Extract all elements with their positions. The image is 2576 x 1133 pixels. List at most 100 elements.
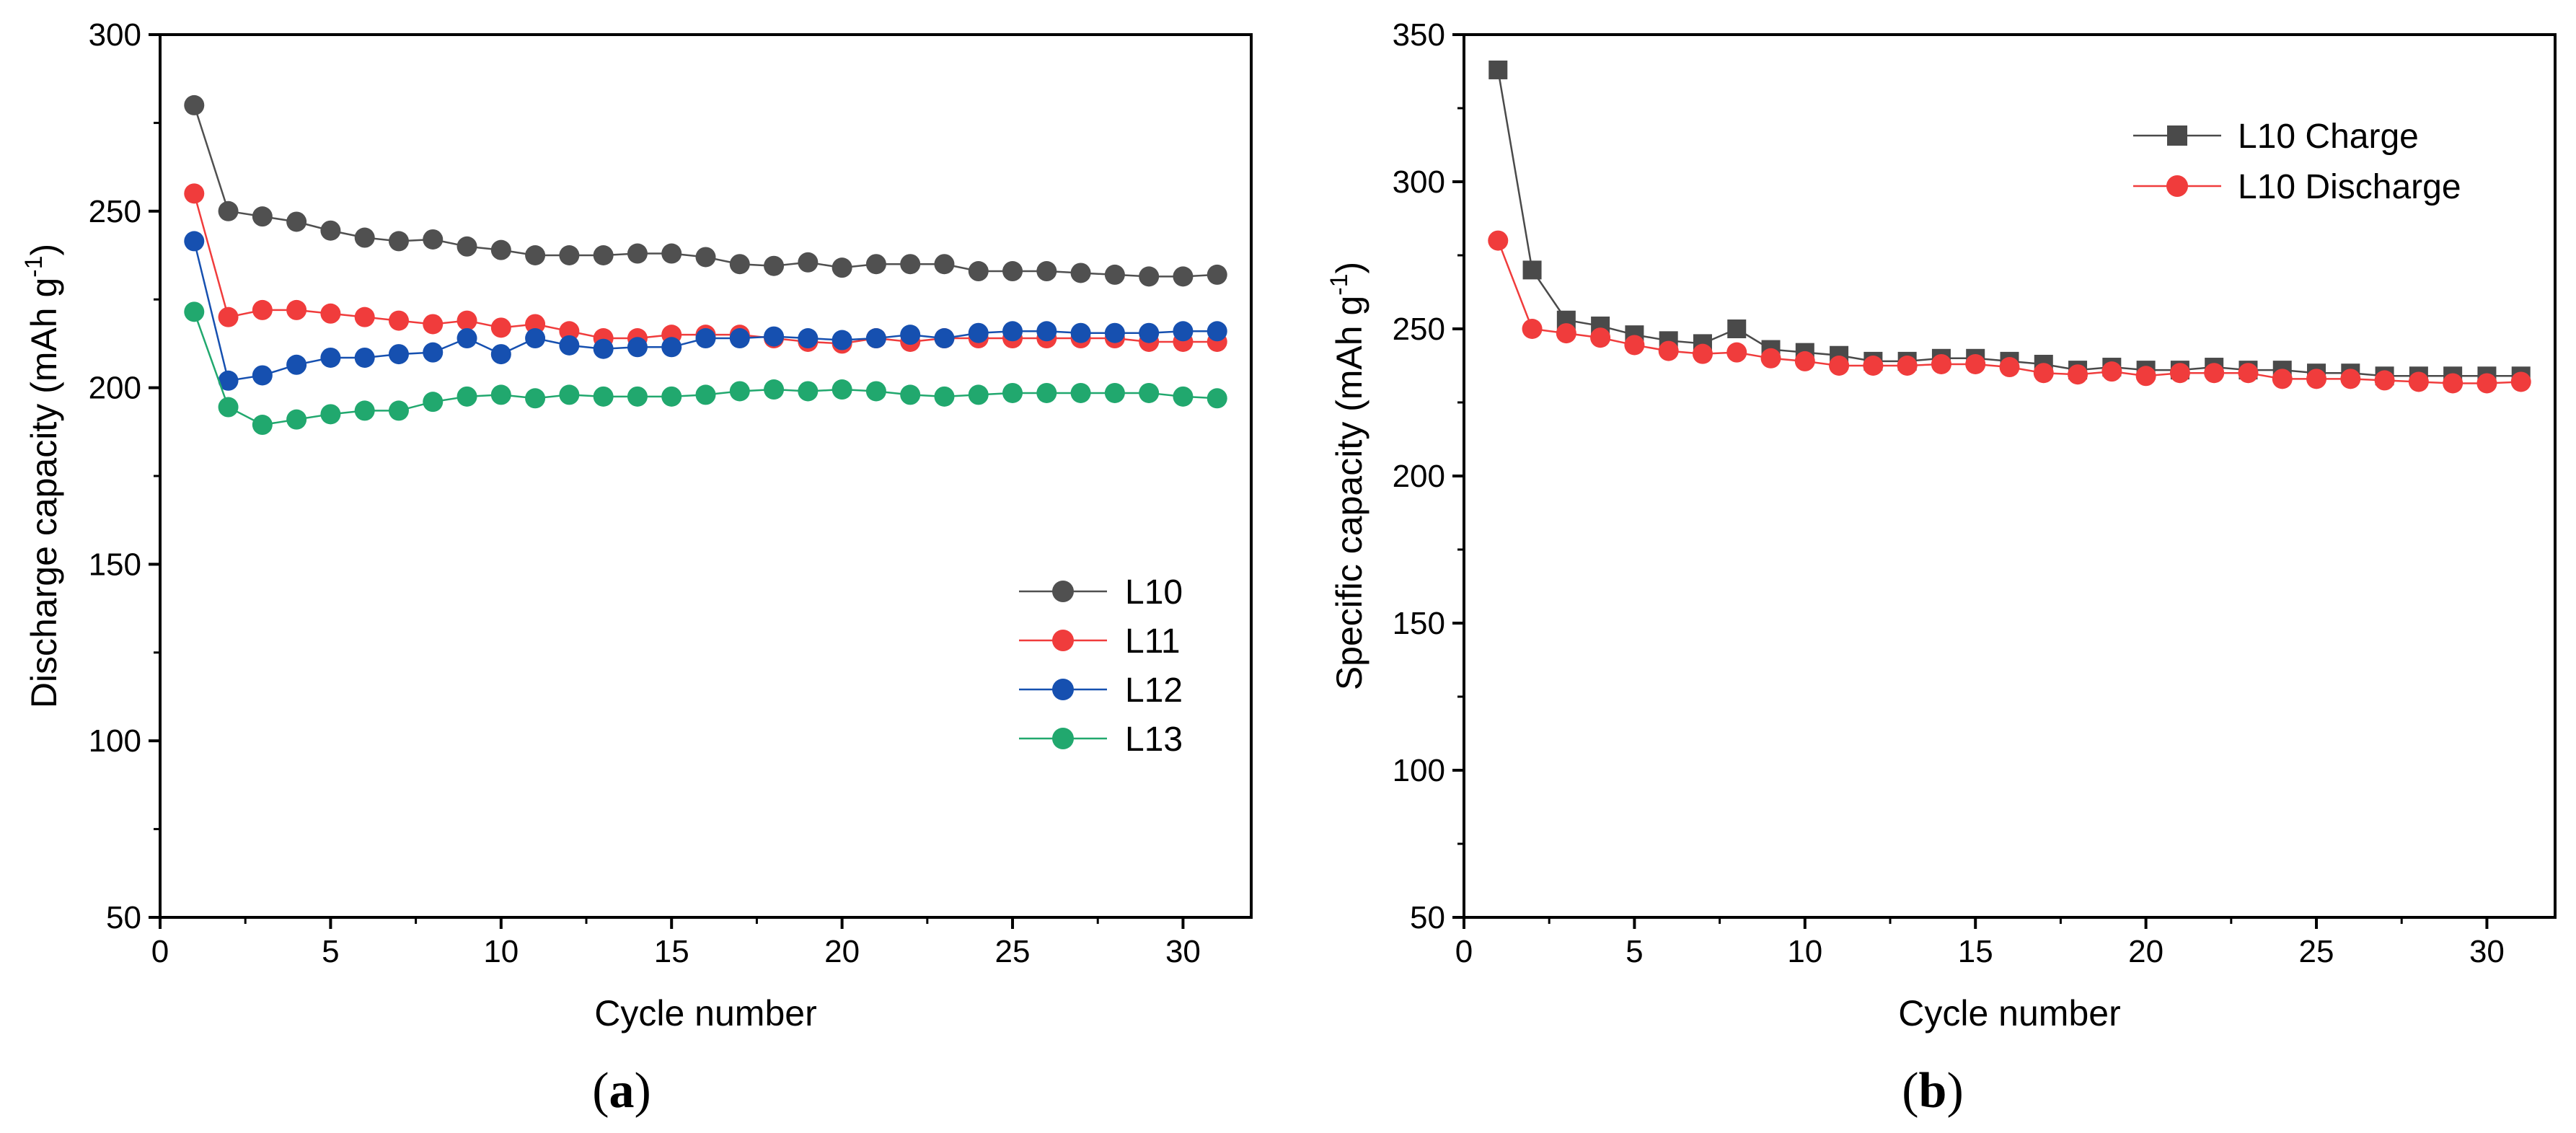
data-point	[456, 310, 477, 331]
data-point	[593, 338, 614, 359]
panel-b-legend: L10 Charge L10 Discharge	[2133, 118, 2461, 206]
data-point	[559, 245, 580, 265]
data-point	[252, 365, 273, 386]
data-point	[1522, 319, 1543, 339]
data-point	[2443, 373, 2463, 394]
data-point	[1002, 261, 1023, 282]
data-point	[1104, 322, 1125, 343]
x-tick-label: 5	[1626, 934, 1643, 969]
data-point	[252, 415, 273, 436]
x-tick-label: 25	[2299, 934, 2334, 969]
x-tick-label: 15	[654, 934, 689, 969]
data-point	[1590, 327, 1611, 348]
x-tick-label: 20	[2128, 934, 2163, 969]
series-l13	[184, 301, 1227, 436]
legend-item: L10 Discharge	[2133, 168, 2461, 206]
data-point	[1139, 382, 1160, 403]
data-point	[184, 183, 205, 204]
y-tick-label: 350	[1393, 17, 1445, 53]
data-point	[2510, 371, 2531, 392]
legend-label: L10 Charge	[2238, 118, 2419, 156]
x-tick-label: 10	[1787, 934, 1822, 969]
data-point	[1173, 266, 1194, 287]
data-point	[1522, 260, 1542, 280]
data-point	[1036, 382, 1057, 403]
legend-marker	[1052, 581, 1074, 602]
legend-label: L11	[1125, 622, 1181, 661]
y-tick-label: 250	[1393, 312, 1445, 347]
data-point	[1897, 356, 1918, 376]
data-point	[832, 257, 852, 278]
data-point	[832, 379, 852, 400]
data-point	[968, 322, 989, 343]
data-point	[695, 247, 716, 268]
y-tick-label: 300	[89, 17, 141, 53]
data-point	[865, 381, 886, 402]
data-point	[456, 328, 477, 349]
data-point	[2169, 363, 2190, 384]
data-point	[286, 299, 307, 320]
legend-label: L10	[1125, 573, 1183, 612]
panel-a-x-axis-title: Cycle number	[594, 993, 816, 1033]
data-point	[798, 252, 819, 273]
data-point	[593, 245, 614, 265]
data-point	[1070, 263, 1091, 283]
data-point	[490, 317, 511, 338]
data-point	[729, 381, 750, 402]
data-point	[1207, 388, 1227, 409]
data-point	[423, 392, 444, 413]
data-point	[968, 261, 989, 282]
data-point	[1488, 60, 1508, 79]
data-point	[1863, 356, 1884, 376]
data-point	[2408, 371, 2429, 392]
panel-b-chart: 0 5 10 15 20 25 30 50 100 150 200 250 300 350 Cycle n…	[1326, 17, 2557, 1119]
data-point	[865, 254, 886, 275]
data-point	[354, 227, 375, 248]
legend-item: L13	[1019, 720, 1183, 759]
data-point	[865, 328, 886, 349]
data-point	[695, 384, 716, 405]
data-point	[388, 400, 409, 421]
panel-a-chart: 0 5 10 15 20 25 30 50 100 150 200 250 300 Cycle numb…	[20, 17, 1253, 1119]
data-point	[490, 239, 511, 260]
data-point	[218, 370, 239, 391]
data-point	[184, 231, 205, 252]
data-point	[1999, 357, 2020, 378]
data-point	[1692, 343, 1713, 364]
data-point	[218, 307, 239, 327]
data-point	[1139, 266, 1160, 287]
data-point	[456, 236, 477, 257]
data-point	[1207, 321, 1227, 342]
data-point	[1931, 353, 1951, 374]
data-point	[252, 206, 273, 227]
data-point	[832, 330, 852, 351]
series-l12	[184, 231, 1227, 391]
legend-item: L10 Charge	[2133, 118, 2419, 156]
data-point	[1727, 319, 1747, 338]
data-point	[559, 384, 580, 405]
data-point	[627, 386, 648, 407]
data-point	[354, 347, 375, 368]
data-point	[286, 409, 307, 430]
data-point	[388, 231, 409, 252]
panel-a-label: (a)	[592, 1063, 651, 1119]
data-point	[1488, 230, 1509, 251]
data-point	[729, 254, 750, 275]
x-tick-label: 15	[1958, 934, 1993, 969]
legend-label: L13	[1125, 720, 1183, 759]
legend-item: L10	[1019, 573, 1183, 612]
data-point	[1070, 382, 1091, 403]
data-point	[2033, 363, 2054, 384]
y-tick-label: 200	[1393, 459, 1445, 494]
data-point	[525, 328, 546, 349]
y-tick-label: 250	[89, 194, 141, 229]
x-tick-label: 30	[2469, 934, 2505, 969]
data-point	[1036, 321, 1057, 342]
data-point	[934, 328, 955, 349]
data-point	[1173, 386, 1194, 407]
x-tick-label: 0	[1455, 934, 1473, 969]
data-point	[1794, 351, 1815, 371]
x-tick-label: 5	[322, 934, 339, 969]
data-point	[2272, 369, 2293, 389]
